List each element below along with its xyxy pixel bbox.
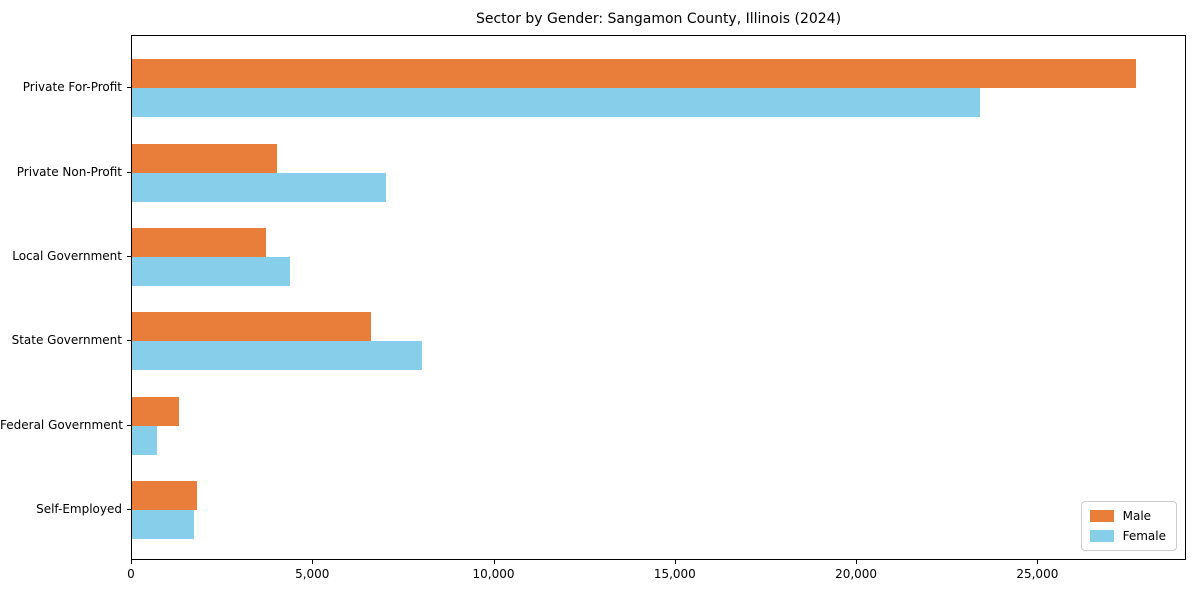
y-tick-label-private-for-profit: Private For-Profit: [22, 80, 122, 95]
x-tick-label-25000: 25,000: [1016, 567, 1059, 581]
legend-swatch-male: [1089, 510, 1114, 522]
bar-female-state-government: [132, 341, 423, 371]
x-tick-mark: [493, 560, 495, 564]
bar-female-federal-government: [132, 425, 158, 455]
legend-entry-male: Male: [1089, 509, 1166, 523]
y-tick-mark: [127, 508, 131, 510]
chart-title: Sector by Gender: Sangamon County, Illin…: [475, 11, 842, 27]
y-tick-label-private-non-profit: Private Non-Profit: [16, 164, 122, 179]
y-tick-label-self-employed: Self-Employed: [36, 501, 122, 516]
legend: Male Female: [1080, 501, 1177, 551]
x-tick-label-20000: 20,000: [835, 567, 878, 581]
bar-male-federal-government: [132, 396, 180, 426]
bar-female-local-government: [132, 256, 290, 286]
y-tick-mark: [127, 87, 131, 89]
legend-entry-female: Female: [1089, 529, 1166, 543]
y-tick-label-state-government: State Government: [11, 333, 122, 348]
legend-label-female: Female: [1122, 529, 1166, 543]
x-tick-label-15000: 15,000: [653, 567, 696, 581]
bar-female-private-non-profit: [132, 172, 386, 202]
bar-male-state-government: [132, 312, 372, 342]
x-tick-label-0: 0: [127, 567, 135, 581]
plot-area: Male Female: [131, 35, 1186, 560]
y-tick-mark: [127, 424, 131, 426]
y-tick-label-federal-government: Federal Government: [0, 417, 123, 432]
y-tick-mark: [127, 171, 131, 173]
x-tick-mark: [1037, 560, 1039, 564]
x-tick-mark: [674, 560, 676, 564]
y-tick-mark: [127, 340, 131, 342]
y-tick-label-local-government: Local Government: [12, 248, 122, 263]
x-tick-label-5000: 5,000: [295, 567, 330, 581]
bar-male-private-for-profit: [132, 59, 1137, 89]
x-tick-label-10000: 10,000: [472, 567, 515, 581]
x-tick-mark: [856, 560, 858, 564]
legend-label-male: Male: [1122, 509, 1152, 523]
x-tick-mark: [312, 560, 314, 564]
y-tick-mark: [127, 255, 131, 257]
bar-male-local-government: [132, 227, 267, 257]
legend-swatch-female: [1089, 530, 1114, 542]
bar-male-self-employed: [132, 480, 198, 510]
bar-female-private-for-profit: [132, 88, 981, 118]
bar-female-self-employed: [132, 509, 194, 539]
bar-male-private-non-profit: [132, 143, 278, 173]
x-tick-mark: [131, 560, 132, 564]
